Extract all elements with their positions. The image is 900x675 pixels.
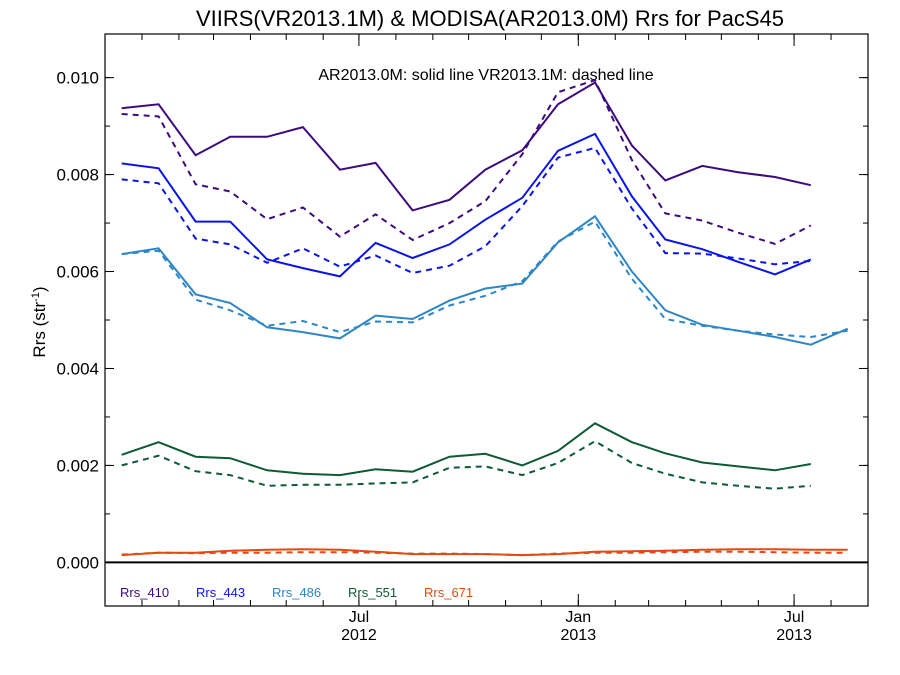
y-tick-label: 0.008 <box>56 166 99 185</box>
legend-entry-rrs-486: Rrs_486 <box>272 585 321 600</box>
x-tick-year-label: 2012 <box>341 627 377 644</box>
series-rrs-551-solid-line <box>121 422 811 477</box>
x-tick-year-label: 2013 <box>561 627 597 644</box>
y-tick-label: 0.004 <box>56 359 99 378</box>
series-rrs-410-dashed-line <box>121 78 812 245</box>
y-tick-label: 0.000 <box>56 553 99 572</box>
x-tick-year-label: 2013 <box>776 627 812 644</box>
y-axis-label-main: Rrs (str <box>30 302 49 358</box>
x-tick-month-label: Jan <box>565 609 591 626</box>
series-rrs-486-solid-line <box>121 214 849 346</box>
series-rrs-443-solid-line <box>121 132 812 278</box>
y-axis-label-superscript: -1 <box>30 292 42 302</box>
series-rrs-410-solid-line <box>121 81 812 212</box>
line-style-annotation: AR2013.0M: solid line VR2013.1M: dashed … <box>318 67 653 84</box>
legend-entry-rrs-551: Rrs_551 <box>348 585 397 600</box>
y-tick-label: 0.010 <box>56 69 99 88</box>
plot-layer <box>105 78 868 564</box>
y-axis-label: Rrs (str-1) <box>30 286 49 357</box>
y-tick-label: 0.002 <box>56 456 99 475</box>
series-rrs-671-dashed-line <box>121 550 848 557</box>
chart-title: VIIRS(VR2013.1M) & MODISA(AR2013.0M) Rrs… <box>196 6 784 31</box>
legend: Rrs_410 Rrs_443 Rrs_486 Rrs_551 Rrs_671 <box>120 585 473 600</box>
series-rrs-486-dashed-line <box>121 220 848 339</box>
y-tick-label: 0.006 <box>56 263 99 282</box>
x-tick-month-label: Jul <box>349 609 369 626</box>
series-rrs-551-dashed-line <box>121 440 811 490</box>
axis-layer: 0.0000.0020.0040.0060.0080.010Jul2012Jan… <box>56 34 869 644</box>
y-axis-label-close: ) <box>30 286 49 292</box>
plot-frame <box>104 33 869 607</box>
legend-entry-rrs-410: Rrs_410 <box>120 585 169 600</box>
x-tick-month-label: Jul <box>784 609 804 626</box>
series-rrs-443-dashed-line <box>121 146 811 275</box>
legend-entry-rrs-443: Rrs_443 <box>196 585 245 600</box>
legend-entry-rrs-671: Rrs_671 <box>424 585 473 600</box>
